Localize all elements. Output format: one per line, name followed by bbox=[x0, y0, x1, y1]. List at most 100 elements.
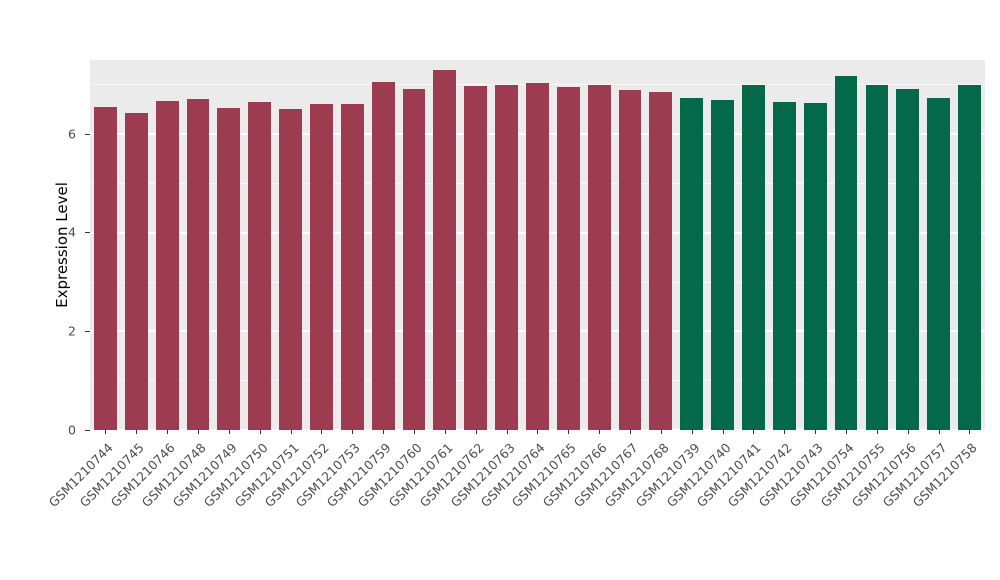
x-slot: GSM1210765 bbox=[509, 430, 584, 575]
x-slot: GSM1210748 bbox=[139, 430, 214, 575]
bar-GSM1210760 bbox=[402, 88, 426, 430]
bar-slot bbox=[121, 60, 152, 430]
x-tick-mark bbox=[537, 430, 539, 434]
bar-GSM1210752 bbox=[310, 104, 333, 430]
bar-slot bbox=[615, 60, 646, 430]
x-tick-mark bbox=[660, 430, 662, 434]
x-tick-mark bbox=[228, 430, 230, 434]
bars-layer bbox=[90, 60, 985, 430]
bar-GSM1210757 bbox=[927, 98, 951, 430]
bar-GSM1210742 bbox=[772, 101, 796, 430]
bar-GSM1210756 bbox=[896, 88, 920, 430]
x-slot: GSM1210768 bbox=[601, 430, 676, 575]
bar-GSM1210762 bbox=[464, 86, 488, 430]
bar-slot bbox=[800, 60, 831, 430]
bar-GSM1210763 bbox=[495, 84, 519, 430]
x-tick-mark bbox=[167, 430, 169, 434]
x-slot: GSM1210742 bbox=[725, 430, 800, 575]
bar-slot bbox=[892, 60, 923, 430]
x-tick-mark bbox=[568, 430, 570, 434]
bar-slot bbox=[553, 60, 584, 430]
x-slot: GSM1210756 bbox=[848, 430, 923, 575]
bar-slot bbox=[491, 60, 522, 430]
y-tick-mark bbox=[85, 429, 90, 431]
x-slot: GSM1210759 bbox=[324, 430, 399, 575]
x-tick-mark bbox=[414, 430, 416, 434]
bar-GSM1210759 bbox=[371, 82, 395, 430]
x-slot: GSM1210749 bbox=[169, 430, 244, 575]
bar-slot bbox=[183, 60, 214, 430]
bar-GSM1210755 bbox=[865, 84, 889, 430]
bar-slot bbox=[738, 60, 769, 430]
bar-slot bbox=[306, 60, 337, 430]
x-tick-mark bbox=[599, 430, 601, 434]
bar-slot bbox=[831, 60, 862, 430]
x-slot: GSM1210761 bbox=[385, 430, 460, 575]
bar-slot bbox=[152, 60, 183, 430]
x-tick-mark bbox=[321, 430, 323, 434]
x-tick-mark bbox=[846, 430, 848, 434]
x-tick-mark bbox=[630, 430, 632, 434]
x-tick-mark bbox=[506, 430, 508, 434]
y-tick-label: 6 bbox=[68, 125, 76, 141]
bar-slot bbox=[954, 60, 985, 430]
bar-GSM1210761 bbox=[433, 69, 457, 430]
x-tick-mark bbox=[290, 430, 292, 434]
x-slot: GSM1210750 bbox=[200, 430, 275, 575]
bar-GSM1210758 bbox=[958, 84, 981, 430]
bar-GSM1210739 bbox=[680, 98, 704, 430]
bar-slot bbox=[861, 60, 892, 430]
bar-slot bbox=[399, 60, 430, 430]
x-tick-mark bbox=[198, 430, 199, 434]
bar-slot bbox=[213, 60, 244, 430]
bar-GSM1210740 bbox=[711, 100, 735, 430]
x-tick-mark bbox=[722, 430, 724, 434]
bar-GSM1210749 bbox=[217, 108, 241, 430]
bar-GSM1210751 bbox=[279, 109, 302, 430]
x-slot: GSM1210758 bbox=[910, 430, 985, 575]
y-tick-mark bbox=[85, 330, 90, 332]
bar-slot bbox=[429, 60, 460, 430]
chart-panel bbox=[90, 60, 985, 431]
x-slot: GSM1210754 bbox=[787, 430, 862, 575]
bar-slot bbox=[244, 60, 275, 430]
bar-slot bbox=[707, 60, 738, 430]
x-tick-mark bbox=[444, 430, 446, 434]
x-tick-mark bbox=[105, 430, 107, 434]
y-tick-label: 2 bbox=[68, 323, 76, 339]
bar-GSM1210744 bbox=[94, 106, 117, 430]
x-slot: GSM1210752 bbox=[262, 430, 337, 575]
x-axis: GSM1210744 GSM1210745 GSM1210746 GSM1210748… bbox=[46, 430, 985, 575]
y-axis: 0 2 4 6 bbox=[0, 60, 90, 435]
x-slot: GSM1210744 bbox=[46, 430, 121, 575]
x-slot: GSM1210739 bbox=[632, 430, 707, 575]
x-slot: GSM1210764 bbox=[478, 430, 553, 575]
x-slot: GSM1210757 bbox=[879, 430, 954, 575]
bar-GSM1210767 bbox=[618, 89, 642, 430]
bar-GSM1210748 bbox=[186, 99, 210, 430]
x-tick-mark bbox=[475, 430, 477, 434]
bar-slot bbox=[584, 60, 615, 430]
x-slot: GSM1210760 bbox=[355, 430, 430, 575]
bar-GSM1210743 bbox=[803, 103, 827, 430]
y-axis-title: Expression Level bbox=[53, 182, 71, 308]
x-slot: GSM1210753 bbox=[293, 430, 368, 575]
bar-slot bbox=[676, 60, 707, 430]
bar-GSM1210750 bbox=[248, 101, 272, 430]
bar-GSM1210768 bbox=[649, 92, 673, 430]
x-tick-mark bbox=[815, 430, 817, 434]
x-tick-mark bbox=[259, 430, 261, 434]
x-tick-mark bbox=[969, 430, 971, 434]
x-tick-mark bbox=[691, 430, 693, 434]
bar-GSM1210764 bbox=[526, 83, 549, 430]
bar-slot bbox=[460, 60, 491, 430]
bar-slot bbox=[645, 60, 676, 430]
bar-GSM1210766 bbox=[587, 84, 611, 430]
bar-slot bbox=[923, 60, 954, 430]
bar-slot bbox=[90, 60, 121, 430]
y-tick-label: 0 bbox=[68, 421, 76, 437]
bar-slot bbox=[368, 60, 399, 430]
x-slot: GSM1210763 bbox=[447, 430, 522, 575]
x-tick-mark bbox=[753, 430, 755, 434]
